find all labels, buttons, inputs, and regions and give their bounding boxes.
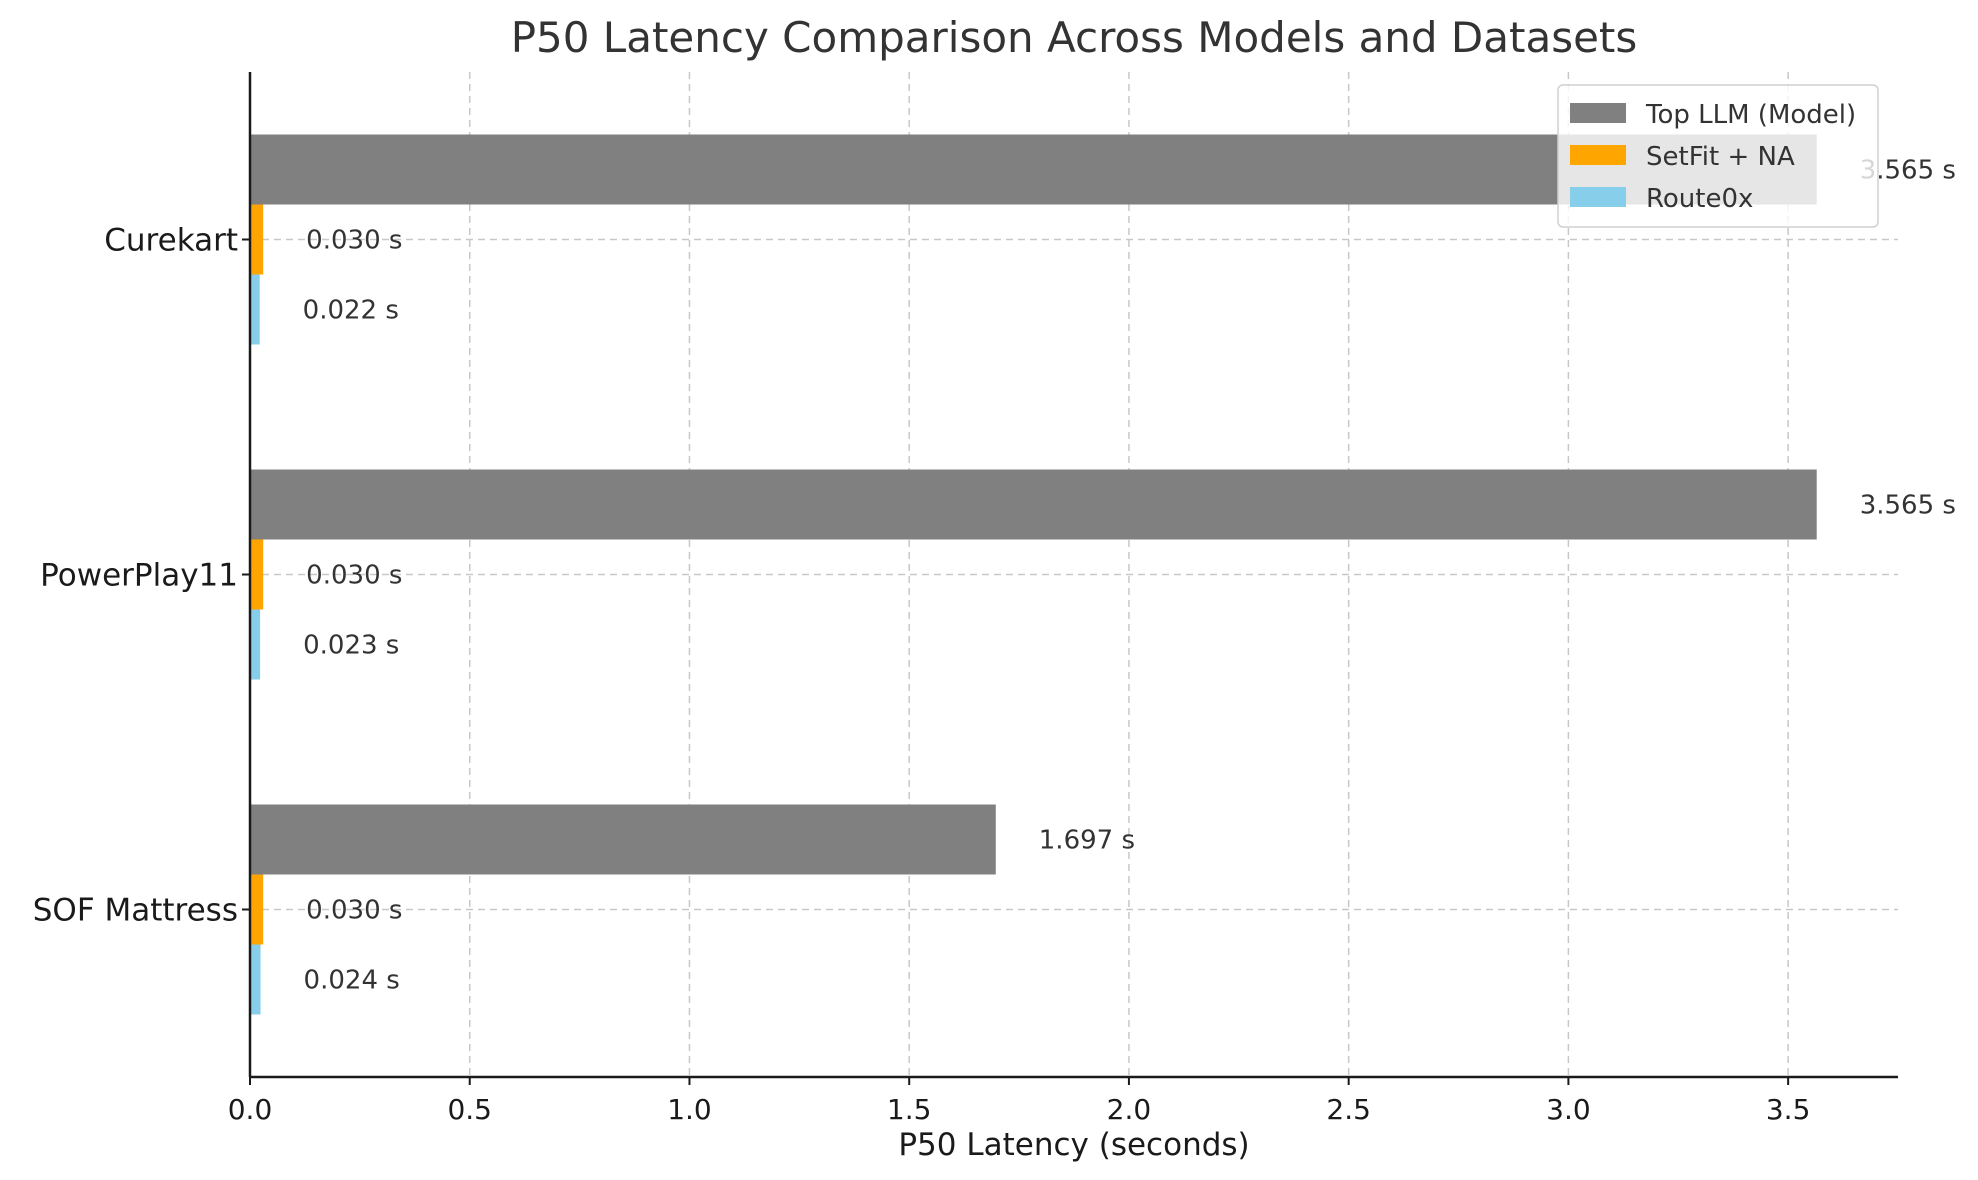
bar-curekart-2 xyxy=(250,274,260,345)
legend-label: Route0x xyxy=(1646,184,1753,214)
data-label: 0.023 s xyxy=(303,631,399,661)
x-tick-label: 1.0 xyxy=(667,1093,712,1126)
grid xyxy=(249,72,1898,1077)
bar-powerplay11-0 xyxy=(250,469,1817,540)
x-tick-label: 0.5 xyxy=(447,1093,492,1126)
data-label: 0.024 s xyxy=(304,966,400,996)
chart-title: P50 Latency Comparison Across Models and… xyxy=(511,13,1638,62)
data-label: 3.565 s xyxy=(1860,491,1956,521)
x-tick-label: 3.0 xyxy=(1546,1093,1591,1126)
category-label: SOF Mattress xyxy=(33,893,238,929)
data-label: 0.030 s xyxy=(306,896,402,926)
data-label: 1.697 s xyxy=(1039,826,1135,856)
bar-curekart-0 xyxy=(250,134,1817,205)
data-label: 0.030 s xyxy=(306,561,402,591)
data-label: 0.030 s xyxy=(306,226,402,256)
category-label: PowerPlay11 xyxy=(40,558,238,594)
legend-label: Top LLM (Model) xyxy=(1645,100,1856,130)
x-tick-label: 0.0 xyxy=(228,1093,273,1126)
x-tick-label: 2.5 xyxy=(1326,1093,1371,1126)
bar-sof-mattress-1 xyxy=(250,874,264,945)
legend-swatch xyxy=(1570,145,1626,165)
x-tick-label: 2.0 xyxy=(1107,1093,1152,1126)
data-label: 0.022 s xyxy=(303,296,399,326)
x-tick-label: 3.5 xyxy=(1766,1093,1811,1126)
x-tick-label: 1.5 xyxy=(887,1093,932,1126)
bar-sof-mattress-2 xyxy=(250,944,261,1015)
data-labels: 3.565 s0.030 s0.022 s3.565 s0.030 s0.023… xyxy=(303,156,1956,996)
x-axis-label: P50 Latency (seconds) xyxy=(898,1127,1249,1163)
bars xyxy=(250,134,1817,1015)
legend-box xyxy=(1557,84,1879,228)
bar-curekart-1 xyxy=(250,204,264,275)
category-label: Curekart xyxy=(104,223,238,259)
bar-powerplay11-1 xyxy=(250,539,264,610)
legend: Top LLM (Model) SetFit + NA Route0x xyxy=(1557,84,1879,228)
legend-swatch xyxy=(1570,103,1626,123)
bar-sof-mattress-0 xyxy=(250,804,996,875)
legend-swatch xyxy=(1570,187,1626,207)
axes: Curekart PowerPlay11 SOF Mattress 0.0 0.5 1.0… xyxy=(33,72,1898,1126)
bar-powerplay11-2 xyxy=(250,609,261,680)
legend-label: SetFit + NA xyxy=(1646,142,1795,172)
